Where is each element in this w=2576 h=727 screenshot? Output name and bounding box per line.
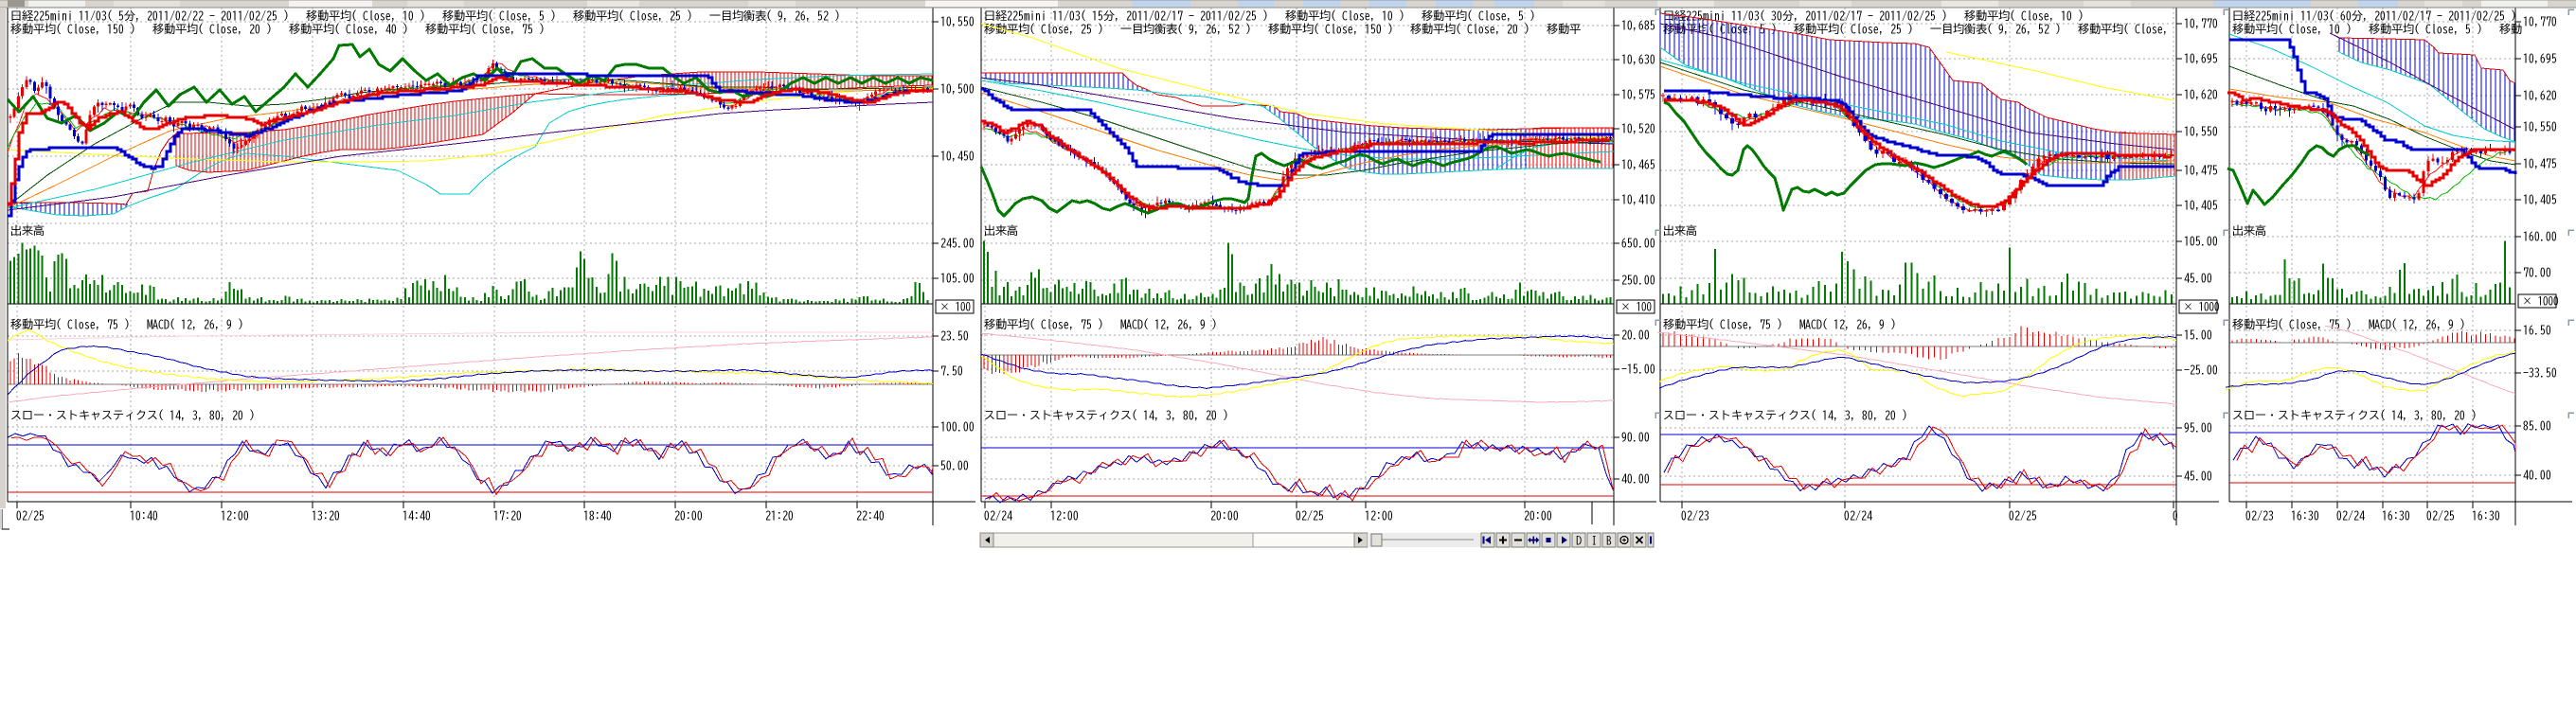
svg-text:10,575: 10,575 — [1621, 89, 1655, 100]
svg-text:移動平均( Close, 75 ) MACD( 12,: 移動平均( Close, 75 ) MACD( 12, 26, 9 ) — [2232, 318, 2465, 330]
svg-text:10:40: 10:40 — [130, 510, 158, 522]
svg-text:95.00: 95.00 — [2184, 422, 2212, 434]
svg-text:10,465: 10,465 — [1621, 159, 1655, 170]
svg-text:20:00: 20:00 — [1210, 510, 1239, 522]
svg-text:16.50: 16.50 — [2523, 325, 2551, 336]
svg-text:10,550: 10,550 — [940, 16, 975, 27]
svg-text:移動平均( Close, 150 ) 移動平均( Clo: 移動平均( Close, 150 ) 移動平均( Close, 20 ) 移動平… — [10, 23, 545, 35]
svg-text:スロー・ストキャスティクス( 14, 3, 80, 20 ): スロー・ストキャスティクス( 14, 3, 80, 20 ) — [10, 409, 255, 421]
svg-text:日経225mini 11/03( 15分, 2011/02/: 日経225mini 11/03( 15分, 2011/02/17 - 2011/… — [984, 9, 1535, 22]
svg-text:02/25: 02/25 — [16, 509, 45, 522]
svg-text:スロー・ストキャスティクス( 14, 3, 80, 20 ): スロー・ストキャスティクス( 14, 3, 80, 20 ) — [1663, 409, 1907, 421]
svg-text:0: 0 — [2173, 510, 2178, 522]
svg-text:10,770: 10,770 — [2184, 18, 2218, 29]
svg-text:D: D — [1576, 536, 1582, 546]
svg-text:17:20: 17:20 — [493, 510, 522, 522]
svg-text:× 100: × 100 — [939, 302, 971, 312]
svg-text:02/24: 02/24 — [2336, 509, 2365, 522]
svg-text:-33.50: -33.50 — [2523, 367, 2557, 379]
svg-text:10,695: 10,695 — [2184, 53, 2218, 64]
svg-text:40.00: 40.00 — [2523, 470, 2551, 481]
svg-text:16:30: 16:30 — [2382, 510, 2410, 522]
svg-text:16:30: 16:30 — [2291, 510, 2319, 522]
svg-text:移動平均( Close, 25 ) 一目均衡表( 9,: 移動平均( Close, 25 ) 一目均衡表( 9, 26, 52 ) 移動平… — [984, 23, 1581, 35]
svg-text:× 1000: × 1000 — [2183, 302, 2220, 312]
svg-text:02/25: 02/25 — [2426, 509, 2455, 522]
svg-text:I: I — [1591, 536, 1597, 546]
svg-text:12:00: 12:00 — [221, 510, 249, 522]
svg-text:10,695: 10,695 — [2523, 53, 2557, 64]
svg-text:移動平均( Close, 75 ) MACD( 12,: 移動平均( Close, 75 ) MACD( 12, 26, 9 ) — [1663, 318, 1896, 330]
svg-text:12:00: 12:00 — [1365, 510, 1393, 522]
svg-text:02/23: 02/23 — [2245, 509, 2274, 522]
svg-text:90.00: 90.00 — [1621, 432, 1650, 443]
svg-text:02/24: 02/24 — [984, 509, 1012, 522]
svg-text:10,405: 10,405 — [2523, 194, 2557, 205]
svg-text:160.00: 160.00 — [2523, 231, 2557, 242]
svg-text:出来高: 出来高 — [2232, 225, 2266, 237]
svg-text:13:20: 13:20 — [312, 510, 340, 522]
svg-text:20:00: 20:00 — [674, 510, 703, 522]
svg-text:スロー・ストキャスティクス( 14, 3, 80, 20 ): スロー・ストキャスティクス( 14, 3, 80, 20 ) — [2232, 409, 2477, 421]
svg-text:250.00: 250.00 — [1621, 275, 1655, 286]
svg-text:スロー・ストキャスティクス( 14, 3, 80, 20 ): スロー・ストキャスティクス( 14, 3, 80, 20 ) — [984, 409, 1228, 421]
svg-text:70.00: 70.00 — [2523, 267, 2551, 278]
svg-text:× 1000: × 1000 — [2522, 296, 2559, 307]
svg-text:16:30: 16:30 — [2472, 510, 2500, 522]
svg-text:15.00: 15.00 — [2184, 329, 2212, 341]
svg-text:10,770: 10,770 — [2523, 16, 2557, 27]
svg-text:100.00: 100.00 — [940, 421, 975, 433]
svg-text:105.00: 105.00 — [940, 273, 975, 284]
svg-text:18:40: 18:40 — [583, 510, 612, 522]
svg-text:12:00: 12:00 — [1050, 510, 1079, 522]
svg-text:21:20: 21:20 — [765, 510, 794, 522]
svg-text:02/25: 02/25 — [2009, 509, 2037, 522]
svg-text:10,550: 10,550 — [2523, 121, 2557, 133]
svg-text:45.00: 45.00 — [2184, 273, 2212, 284]
svg-text:移動平均( Close, 10 ) 移動平均( Clos: 移動平均( Close, 10 ) 移動平均( Close, 5 ) 移動 — [2232, 23, 2523, 35]
svg-text:B: B — [1606, 536, 1612, 546]
svg-text:10,405: 10,405 — [2184, 200, 2218, 211]
svg-text:10,475: 10,475 — [2523, 158, 2557, 169]
svg-text:10,620: 10,620 — [2184, 89, 2218, 100]
svg-text:移動平均( Close, 75 ) MACD( 12,: 移動平均( Close, 75 ) MACD( 12, 26, 9 ) — [984, 318, 1217, 330]
svg-text:85.00: 85.00 — [2523, 420, 2551, 432]
svg-text:日経225mini 11/03( 5分, 2011/02/2: 日経225mini 11/03( 5分, 2011/02/22 - 2011/0… — [10, 9, 840, 22]
svg-text:日経225mini 11/03( 30分, 2011/02/: 日経225mini 11/03( 30分, 2011/02/17 - 2011/… — [1663, 9, 2084, 22]
svg-text:40.00: 40.00 — [1621, 473, 1650, 485]
svg-text:02/23: 02/23 — [1681, 509, 1709, 522]
svg-text:02/24: 02/24 — [1844, 509, 1872, 522]
svg-text:45.00: 45.00 — [2184, 470, 2212, 482]
svg-text:02/25: 02/25 — [1296, 509, 1324, 522]
svg-text:50.00: 50.00 — [940, 460, 969, 471]
svg-text:10,630: 10,630 — [1621, 54, 1655, 65]
svg-text:105.00: 105.00 — [2184, 236, 2218, 247]
svg-text:-25.00: -25.00 — [2184, 364, 2218, 376]
svg-text:650.00: 650.00 — [1621, 238, 1655, 249]
svg-text:10,500: 10,500 — [940, 83, 975, 95]
svg-text:10,550: 10,550 — [2184, 126, 2218, 137]
svg-text:日経225mini 11/03( 60分, 2011/02/: 日経225mini 11/03( 60分, 2011/02/17 - 2011/… — [2232, 9, 2516, 22]
svg-text:出来高: 出来高 — [10, 225, 45, 237]
svg-text:出来高: 出来高 — [1663, 225, 1697, 237]
svg-text:10,620: 10,620 — [2523, 90, 2557, 101]
svg-text:22:40: 22:40 — [856, 510, 885, 522]
svg-text:7.50: 7.50 — [940, 365, 963, 377]
svg-text:移動平均( Close, 5 ) 移動平均( Close: 移動平均( Close, 5 ) 移動平均( Close, 25 ) 一目均衡表… — [1663, 23, 2169, 35]
svg-text:10,520: 10,520 — [1621, 123, 1655, 134]
svg-text:10,475: 10,475 — [2184, 165, 2218, 176]
svg-text:245.00: 245.00 — [940, 238, 975, 249]
svg-text:× 100: × 100 — [1620, 302, 1652, 312]
svg-text:20:00: 20:00 — [1524, 510, 1552, 522]
svg-text:10,450: 10,450 — [940, 151, 975, 162]
svg-text:移動平均( Close, 75 ) MACD( 12,: 移動平均( Close, 75 ) MACD( 12, 26, 9 ) — [10, 318, 243, 330]
svg-text:-15.00: -15.00 — [1621, 364, 1655, 375]
svg-text:14:40: 14:40 — [402, 510, 431, 522]
svg-text:10,685: 10,685 — [1621, 20, 1655, 31]
svg-text:20.00: 20.00 — [1621, 329, 1650, 341]
svg-text:23.50: 23.50 — [940, 330, 969, 342]
svg-text:出来高: 出来高 — [984, 225, 1018, 237]
svg-text:10,410: 10,410 — [1621, 194, 1655, 205]
